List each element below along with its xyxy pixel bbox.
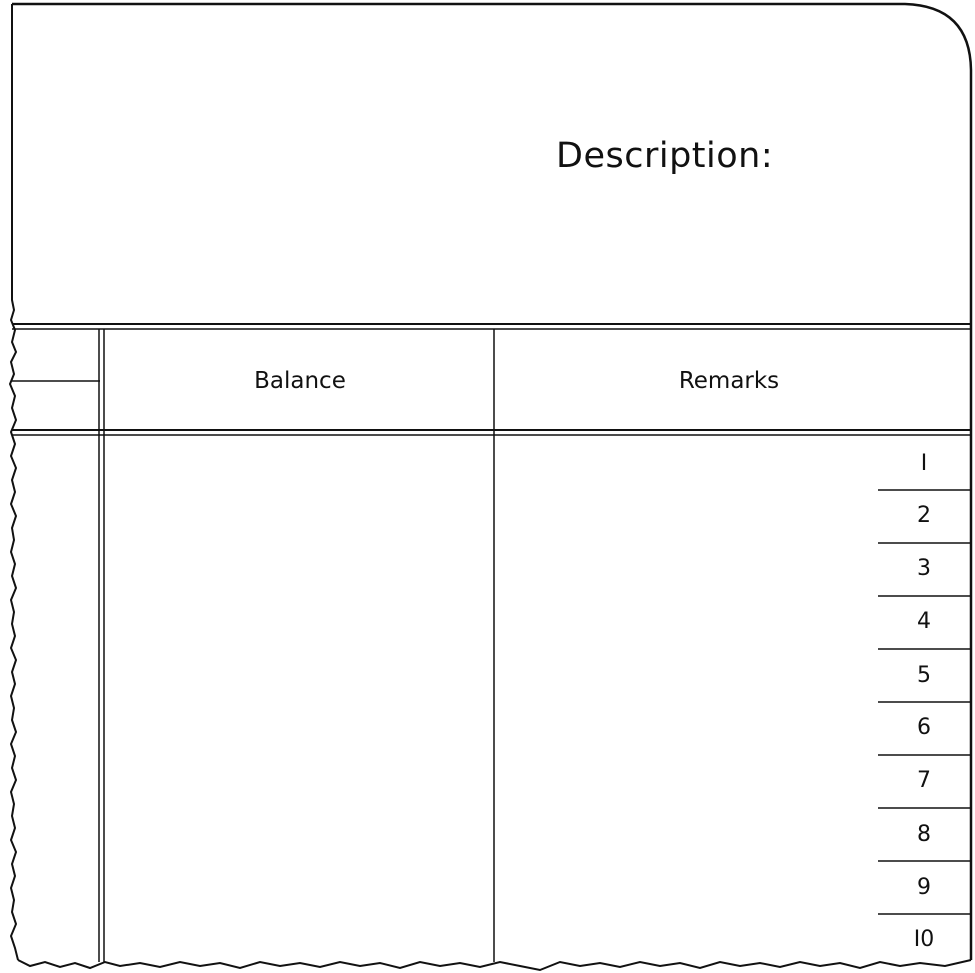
row-number-5: 5 (917, 663, 931, 688)
torn-left-edge (8, 4, 19, 961)
row-number-2: 2 (917, 503, 931, 528)
row-number-9: 9 (917, 875, 931, 900)
row-number-6: 6 (917, 715, 931, 740)
row-number-1: I (920, 451, 928, 476)
remarks-column-header: Remarks (678, 368, 780, 394)
balance-column-header: Balance (254, 368, 346, 394)
description-label: Description: (556, 136, 774, 176)
card-outer-border (12, 2, 973, 960)
torn-bottom-edge (17, 959, 972, 972)
row-number-4: 4 (917, 609, 931, 634)
row-number-8: 8 (917, 822, 931, 847)
row-number-10: I0 (913, 927, 935, 952)
row-number-7: 7 (917, 768, 931, 793)
row-number-rules (878, 489, 971, 915)
row-number-3: 3 (917, 556, 931, 581)
